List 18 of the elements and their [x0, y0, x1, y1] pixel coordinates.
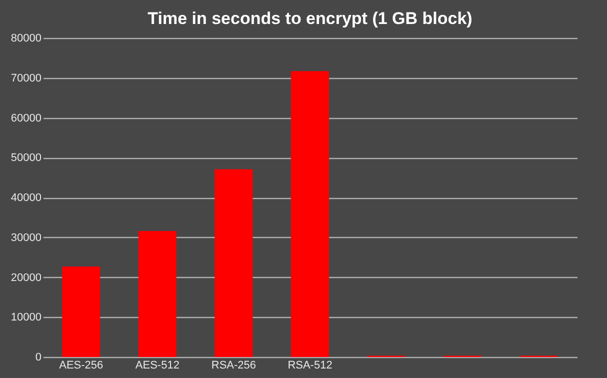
chart-title: Time in seconds to encrypt (1 GB block): [148, 9, 472, 28]
bar: [291, 71, 329, 357]
y-tick-label: 80000: [10, 32, 42, 44]
y-tick-label: 50000: [10, 152, 42, 164]
y-tick-label: 20000: [10, 272, 42, 284]
bar: [214, 169, 253, 357]
y-tick-label: 70000: [10, 72, 42, 84]
x-tick-label: RSA-256: [211, 360, 256, 372]
bar: [62, 266, 100, 357]
y-tick-label: 10000: [10, 312, 42, 324]
x-tick-label: AES-512: [135, 360, 180, 372]
y-tick-label: 30000: [10, 232, 42, 244]
y-tick-label: 60000: [10, 112, 42, 124]
x-tick-label: AES-256: [59, 360, 104, 372]
bar: [138, 230, 176, 357]
y-tick-label: 0: [35, 352, 42, 364]
x-tick-label: RSA-512: [288, 360, 332, 372]
y-tick-label: 40000: [10, 192, 42, 204]
